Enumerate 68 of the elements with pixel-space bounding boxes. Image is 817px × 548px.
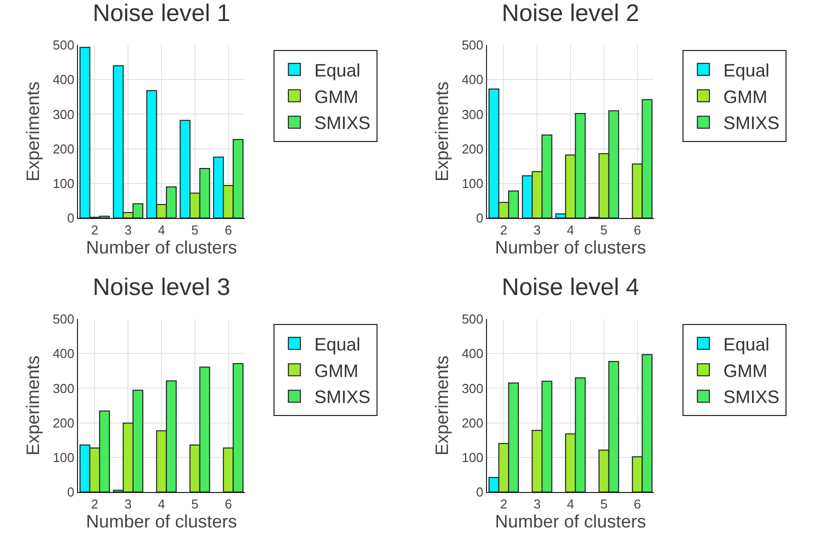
x-tick-label: 2: [91, 496, 98, 512]
y-tick-label: 500: [52, 312, 74, 327]
x-tick-label: 3: [533, 496, 541, 512]
x-tick-label: 3: [124, 496, 132, 512]
y-tick-label: 0: [67, 210, 74, 226]
legend-label: SMIXS: [723, 387, 780, 408]
y-tick-label: 100: [462, 450, 484, 465]
y-tick-label: 100: [462, 176, 484, 191]
y-tick-label: 200: [462, 415, 484, 430]
y-tick-label: 200: [52, 141, 74, 156]
x-tick-label: 3: [124, 222, 132, 238]
x-tick-label: 6: [634, 222, 641, 238]
y-axis-title: Experiments: [22, 81, 43, 182]
y-tick-label: 0: [476, 210, 484, 226]
x-axis-title: Number of clusters: [494, 238, 646, 258]
y-tick-label: 0: [67, 484, 74, 500]
legend-label: Equal: [314, 334, 360, 354]
x-tick-label: 2: [500, 222, 508, 238]
legend-label: Equal: [723, 60, 770, 80]
y-tick-label: 400: [52, 72, 74, 88]
x-tick-label: 2: [500, 496, 508, 512]
y-tick-label: 300: [462, 380, 484, 396]
legend-label: Equal: [723, 334, 770, 354]
chart-title: Noise level 4: [502, 274, 640, 301]
legend-label: GMM: [723, 360, 768, 381]
legend-label: GMM: [314, 360, 358, 381]
chart-title: Noise level 1: [92, 0, 230, 27]
legend-label: SMIXS: [723, 113, 780, 134]
y-tick-label: 300: [462, 106, 484, 122]
x-tick-label: 2: [91, 222, 98, 238]
y-tick-label: 400: [52, 346, 74, 362]
x-tick-label: 5: [600, 496, 608, 512]
legend-label: SMIXS: [314, 113, 370, 134]
y-tick-label: 200: [462, 141, 484, 156]
x-tick-label: 6: [224, 496, 232, 512]
y-tick-label: 100: [52, 450, 74, 465]
y-tick-label: 500: [462, 312, 484, 327]
x-tick-label: 4: [566, 222, 574, 238]
y-axis-title: Experiments: [432, 81, 452, 182]
x-axis-title: Number of clusters: [86, 512, 238, 532]
y-tick-label: 0: [476, 484, 484, 500]
y-tick-label: 200: [52, 415, 74, 430]
y-axis-title: Experiments: [22, 355, 43, 456]
legend-label: GMM: [314, 86, 358, 107]
y-tick-label: 500: [462, 38, 484, 53]
chart-title: Noise level 2: [502, 0, 640, 27]
x-tick-label: 5: [191, 496, 199, 512]
x-tick-label: 4: [158, 222, 166, 238]
x-axis-title: Number of clusters: [494, 512, 646, 532]
y-tick-label: 500: [52, 38, 74, 53]
x-tick-label: 4: [158, 496, 166, 512]
y-tick-label: 100: [52, 176, 74, 191]
chart-title: Noise level 3: [92, 274, 230, 301]
x-axis-title: Number of clusters: [86, 238, 238, 258]
legend-label: GMM: [723, 86, 768, 107]
legend-label: SMIXS: [314, 387, 370, 408]
legend-label: Equal: [314, 60, 360, 80]
x-tick-label: 6: [634, 496, 641, 512]
x-tick-label: 5: [191, 222, 199, 238]
y-tick-label: 300: [52, 380, 74, 396]
x-tick-label: 4: [566, 496, 574, 512]
y-tick-label: 400: [462, 72, 484, 88]
y-tick-label: 300: [52, 106, 74, 122]
x-tick-label: 3: [533, 222, 541, 238]
x-tick-label: 6: [224, 222, 232, 238]
x-tick-label: 5: [600, 222, 608, 238]
y-tick-label: 400: [462, 346, 484, 362]
y-axis-title: Experiments: [432, 355, 452, 456]
